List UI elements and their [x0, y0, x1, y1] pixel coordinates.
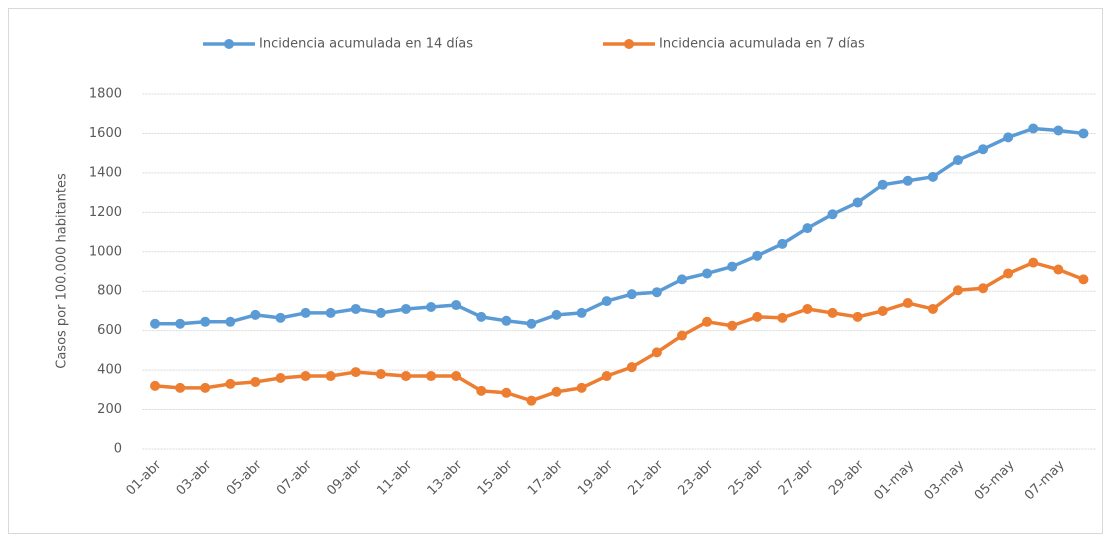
data-point	[451, 300, 462, 311]
data-point	[727, 261, 738, 272]
y-axis-title: Casos por 100.000 habitantes	[55, 173, 70, 369]
data-point	[777, 312, 788, 323]
data-point	[978, 144, 989, 155]
chart-border	[8, 8, 1103, 534]
data-point	[551, 309, 562, 320]
data-point	[350, 367, 361, 378]
data-point	[150, 380, 161, 391]
data-point	[877, 179, 888, 190]
data-point	[676, 274, 687, 285]
data-point	[275, 373, 286, 383]
data-point	[200, 316, 211, 327]
data-point	[375, 307, 386, 318]
data-point	[1028, 123, 1039, 134]
data-point	[978, 283, 989, 294]
data-point	[175, 318, 186, 329]
data-point	[601, 296, 612, 307]
data-point	[676, 330, 687, 341]
legend-marker	[224, 39, 234, 49]
data-point	[1053, 264, 1064, 275]
data-point	[1078, 274, 1089, 285]
y-tick-label: 200	[97, 402, 122, 417]
data-point	[752, 250, 763, 261]
data-point	[426, 302, 437, 312]
data-point	[777, 238, 788, 249]
data-point	[927, 303, 938, 314]
data-point	[802, 223, 813, 234]
data-point	[902, 175, 913, 186]
data-point	[626, 289, 637, 300]
data-point	[952, 155, 963, 166]
legend-label: Incidencia acumulada en 7 días	[659, 37, 865, 52]
data-point	[325, 307, 336, 318]
data-point	[1003, 132, 1014, 143]
data-point	[350, 303, 361, 314]
data-point	[952, 285, 963, 296]
y-tick-label: 1800	[89, 87, 122, 102]
y-tick-label: 1400	[89, 165, 122, 180]
data-point	[200, 382, 211, 393]
data-point	[1078, 128, 1089, 139]
data-point	[601, 371, 612, 382]
data-point	[250, 376, 261, 387]
data-point	[300, 307, 311, 318]
data-point	[225, 378, 236, 389]
y-tick-label: 1000	[89, 244, 122, 259]
data-point	[225, 316, 236, 327]
legend-label: Incidencia acumulada en 14 días	[259, 37, 473, 52]
data-point	[400, 371, 411, 382]
data-point	[927, 171, 938, 182]
data-point	[626, 362, 637, 373]
data-point	[852, 311, 863, 322]
y-tick-label: 800	[97, 284, 122, 299]
data-point	[752, 311, 763, 322]
y-tick-label: 0	[114, 442, 122, 457]
data-point	[1003, 268, 1014, 279]
data-point	[300, 371, 311, 382]
data-point	[702, 268, 713, 279]
data-point	[827, 209, 838, 220]
data-point	[325, 371, 336, 382]
data-point	[526, 395, 537, 406]
data-point	[250, 309, 261, 320]
data-point	[702, 316, 713, 327]
data-point	[852, 197, 863, 208]
data-point	[727, 320, 738, 331]
data-point	[451, 371, 462, 382]
data-point	[877, 305, 888, 316]
data-point	[275, 312, 286, 323]
data-point	[576, 307, 587, 318]
data-point	[1053, 125, 1064, 136]
data-point	[175, 382, 186, 393]
y-tick-label: 600	[97, 323, 122, 338]
data-point	[827, 307, 838, 318]
y-tick-label: 400	[97, 363, 122, 378]
legend-marker	[624, 39, 634, 49]
data-point	[476, 311, 487, 322]
data-point	[802, 303, 813, 314]
data-point	[902, 298, 913, 309]
data-point	[476, 385, 487, 396]
data-point	[1028, 257, 1039, 268]
data-point	[375, 369, 386, 380]
data-point	[150, 318, 161, 329]
data-point	[576, 382, 587, 393]
data-point	[400, 303, 411, 314]
y-tick-label: 1200	[89, 205, 122, 220]
data-point	[501, 315, 512, 326]
data-point	[426, 371, 437, 382]
data-point	[551, 386, 562, 397]
data-point	[526, 318, 537, 329]
data-point	[501, 387, 512, 398]
data-point	[651, 287, 662, 298]
data-point	[651, 347, 662, 358]
y-tick-label: 1600	[89, 126, 122, 141]
